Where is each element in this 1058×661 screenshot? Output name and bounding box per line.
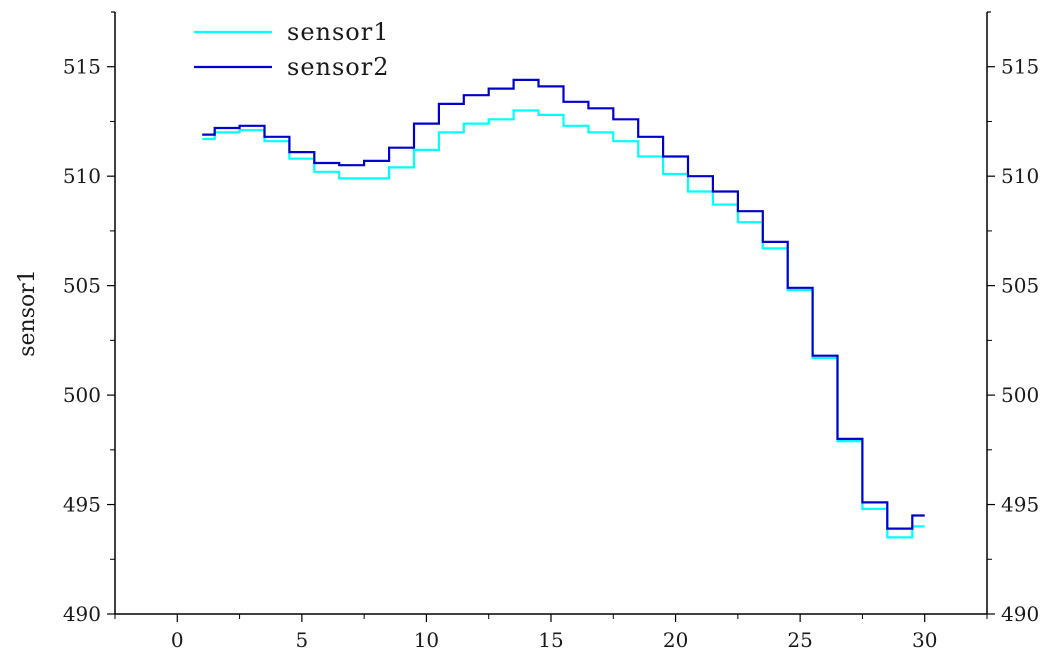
left-y-tick-label: 490 <box>63 602 101 626</box>
x-tick-label: 30 <box>912 628 937 652</box>
x-tick-label: 15 <box>538 628 563 652</box>
left-y-tick-label: 500 <box>63 383 101 407</box>
legend: sensor1 sensor2 <box>194 18 389 81</box>
legend-label-sensor1: sensor1 <box>287 18 389 46</box>
series-layer <box>202 78 925 539</box>
left-y-tick-label: 515 <box>63 55 101 79</box>
right-y-tick-label: 510 <box>1001 164 1039 188</box>
x-tick-label: 20 <box>663 628 688 652</box>
x-tick-label: 5 <box>295 628 308 652</box>
series-line-sensor2 <box>202 78 925 530</box>
y-axis-title: sensor1 <box>15 269 40 357</box>
legend-label-sensor2: sensor2 <box>287 53 389 81</box>
right-y-tick-label: 515 <box>1001 55 1039 79</box>
left-y-tick-label: 505 <box>63 274 101 298</box>
left-y-tick-label: 495 <box>63 493 101 517</box>
right-y-tick-label: 495 <box>1001 493 1039 517</box>
x-tick-label: 25 <box>787 628 812 652</box>
left-y-tick-label: 510 <box>63 164 101 188</box>
right-y-tick-label: 505 <box>1001 274 1039 298</box>
x-tick-label: 10 <box>414 628 439 652</box>
right-y-tick-label: 500 <box>1001 383 1039 407</box>
series-line-sensor1 <box>202 109 925 539</box>
x-tick-label: 0 <box>171 628 184 652</box>
right-y-tick-label: 490 <box>1001 602 1039 626</box>
